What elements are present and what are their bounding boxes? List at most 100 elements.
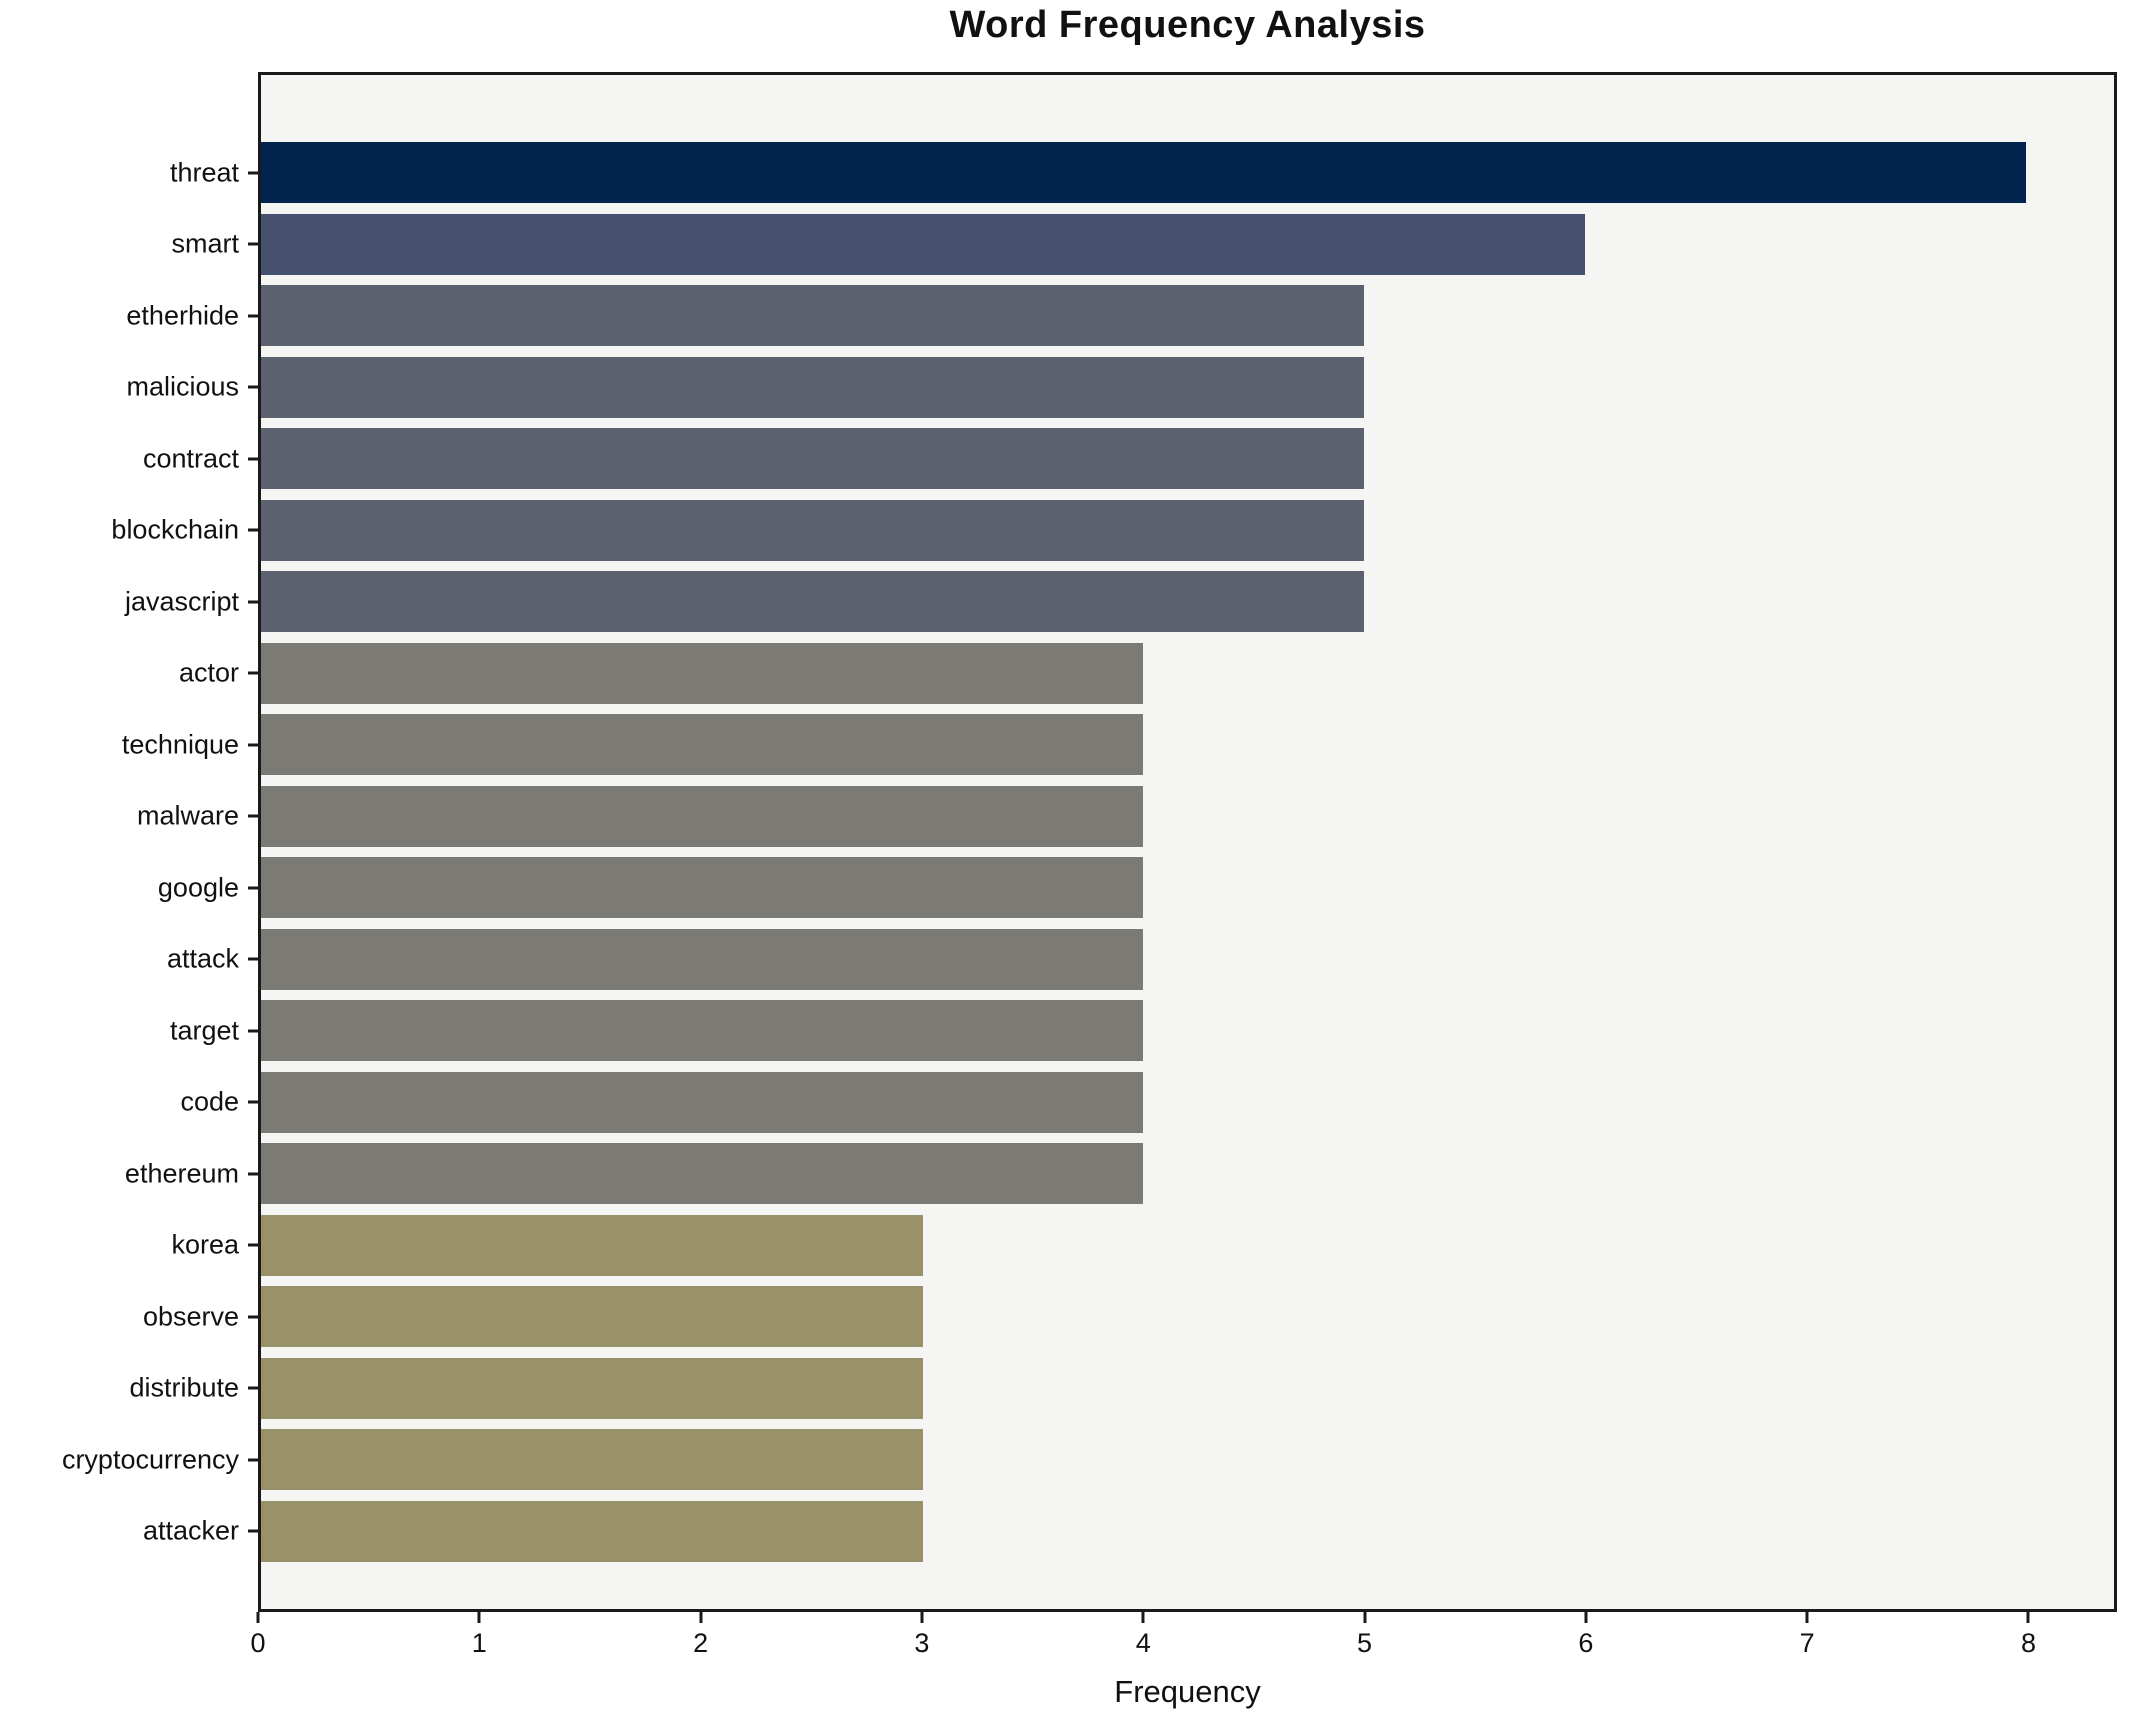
bar [261,356,1364,418]
y-tick-label: attack [166,943,239,974]
y-tick-label: actor [178,657,239,688]
bar [261,857,1144,919]
x-tick-label: 3 [914,1628,930,1658]
y-tick-mark [248,457,258,461]
x-tick: 3 [914,1612,929,1659]
bar-row: target [170,995,2114,1067]
bar [261,1429,923,1491]
y-tick-label: attacker [142,1515,239,1546]
y-tick-mark [248,385,258,389]
chart-title: Word Frequency Analysis [949,4,1426,46]
bar-row: observe [143,1281,2114,1353]
y-tick-mark [248,528,258,532]
bar [261,1143,1144,1205]
bar [261,1000,1144,1062]
y-tick-mark [248,1029,258,1033]
x-tick-label: 0 [250,1628,266,1658]
y-tick-mark [248,600,258,604]
x-tick: 1 [472,1612,487,1659]
bar [261,213,1585,275]
y-tick-label: etherhide [126,300,239,331]
y-tick-label: smart [171,228,240,259]
x-tick: 5 [1357,1612,1372,1659]
bar-row: blockchain [111,495,2114,567]
x-tick-mark [2026,1612,2030,1623]
x-tick-label: 7 [1799,1628,1815,1658]
y-tick-label: threat [169,157,239,188]
bar-row: cryptocurrency [62,1424,2114,1496]
y-tick-mark [248,743,258,747]
x-tick-label: 2 [693,1628,709,1658]
bar [261,1286,923,1348]
y-tick-mark [248,1100,258,1104]
bar [261,928,1144,990]
y-tick-label: google [157,872,239,903]
y-tick-label: cryptocurrency [61,1444,239,1475]
x-tick-mark [1141,1612,1145,1623]
bar-row: distribute [129,1353,2114,1425]
x-tick-label: 5 [1357,1628,1373,1658]
y-tick-mark [248,171,258,175]
x-tick: 4 [1136,1612,1151,1659]
y-tick-label: blockchain [111,514,239,545]
y-tick-label: ethereum [124,1158,239,1189]
x-tick-mark [1363,1612,1367,1623]
bar-row: threat [170,137,2114,209]
bar-row: ethereum [125,1138,2114,1210]
x-tick-mark [920,1612,924,1623]
x-tick: 7 [1800,1612,1815,1659]
plot-area: threat smart etherhide malicious contract blo… [62,72,2117,1612]
bar-row: etherhide [126,280,2114,352]
y-tick-mark [248,671,258,675]
bars-container: threat smart etherhide malicious contract blo… [62,75,2114,1609]
x-tick-mark [477,1612,481,1623]
x-axis-label: Frequency [1114,1674,1261,1709]
x-tick-label: 6 [1578,1628,1594,1658]
x-tick-label: 8 [2020,1628,2036,1658]
x-tick-label: 1 [471,1628,487,1658]
y-tick-label: korea [171,1229,239,1260]
y-tick-mark [248,242,258,246]
x-axis: 0 1 2 3 4 5 6 7 8 [250,1612,2117,1682]
bar-row: malware [137,781,2114,853]
y-tick-mark [248,1172,258,1176]
y-tick-mark [248,1315,258,1319]
y-tick-label: malware [136,800,239,831]
bar [261,142,2026,204]
y-tick-mark [248,957,258,961]
bar-row: google [158,852,2114,924]
bar-row: smart [172,209,2114,281]
x-tick: 6 [1578,1612,1593,1659]
y-tick-mark [248,814,258,818]
bar-row: malicious [126,352,2114,424]
bar [261,1071,1144,1133]
bar [261,1500,923,1562]
bar-row: javascript [125,566,2114,638]
bar [261,428,1364,490]
x-tick: 2 [693,1612,708,1659]
x-tick: 8 [2021,1612,2036,1659]
x-tick-mark [1584,1612,1588,1623]
bar-row: attack [167,924,2114,996]
bar-row: korea [171,1210,2114,1282]
bar [261,285,1364,347]
y-tick-label: distribute [129,1372,239,1403]
y-tick-label: code [180,1086,239,1117]
y-tick-mark [248,1386,258,1390]
bar [261,714,1144,776]
bar-row: attacker [143,1496,2114,1568]
y-tick-label: technique [121,729,239,760]
bar [261,642,1144,704]
bar-row: actor [179,638,2114,710]
y-tick-label: javascript [124,586,239,617]
bar [261,571,1364,633]
bar-row: technique [122,709,2114,781]
bar-row: contract [143,423,2114,495]
y-tick-label: contract [142,443,239,474]
y-tick-mark [248,1243,258,1247]
x-tick-mark [699,1612,703,1623]
y-tick-label: target [169,1015,239,1046]
y-tick-mark [248,1458,258,1462]
bar [261,1357,923,1419]
